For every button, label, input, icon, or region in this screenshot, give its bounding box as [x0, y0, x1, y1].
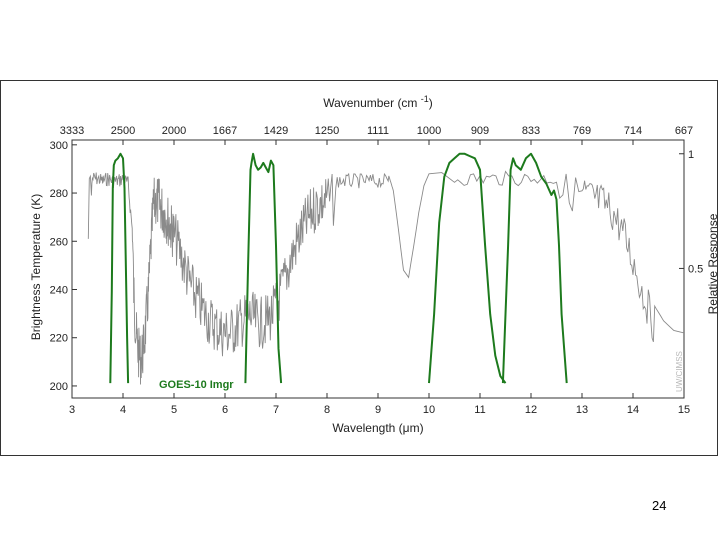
x-axis-title: Wavelength (μm) [332, 421, 423, 435]
right-axis-title: Relative Response [706, 213, 717, 314]
top-tick-label: 1111 [367, 125, 389, 137]
plot-area [71, 139, 685, 399]
y-tick-label: 280 [50, 188, 68, 200]
x-tick-label: 4 [120, 404, 126, 416]
top-tick-label: 2500 [111, 125, 135, 137]
y-axis-title: Brightness Temperature (K) [29, 194, 43, 341]
x-tick-label: 9 [375, 404, 381, 416]
x-tick-label: 15 [678, 404, 690, 416]
slide-number: 24 [652, 498, 667, 513]
x-tick-label: 6 [222, 404, 228, 416]
brightness-temperature-line [87, 170, 685, 385]
chart-frame: 3 4 5 6 7 8 9 10 11 12 13 14 15 3333 2500 2000 1667 1429 1… [0, 80, 718, 456]
x-tick-label: 13 [576, 404, 588, 416]
top-tick-label: 2000 [162, 125, 186, 137]
x-tick-label: 5 [171, 404, 177, 416]
top-tick-label: 1667 [213, 125, 237, 137]
top-axis-title-text: Wavenumber (cm [323, 96, 417, 110]
top-tick-label: 769 [573, 125, 591, 137]
top-tick-label: 1000 [417, 125, 441, 137]
x-tick-label: 8 [324, 404, 330, 416]
top-tick-label: 3333 [60, 125, 84, 137]
top-tick-label: 909 [471, 125, 489, 137]
y-tick-label: 240 [50, 284, 68, 296]
x-tick-label: 3 [69, 404, 75, 416]
top-tick-label: 714 [624, 125, 642, 137]
x-tick-label: 14 [627, 404, 639, 416]
y-tick-label: 260 [50, 236, 68, 248]
top-tick-label: 667 [675, 125, 693, 137]
top-tick-label: 833 [522, 125, 540, 137]
x-tick-label: 10 [423, 404, 435, 416]
x-tick-label: 7 [273, 404, 279, 416]
right-tick-label: 0.5 [688, 263, 703, 275]
x-tick-label: 11 [474, 404, 485, 416]
y-tick-label: 300 [50, 140, 68, 152]
response-band-2 [244, 152, 283, 384]
x-tick-label: 12 [525, 404, 537, 416]
y-tick-label: 200 [50, 381, 68, 393]
watermark: UW/CIMSS [675, 351, 684, 392]
right-tick-label: 1 [688, 149, 694, 161]
superscript: -1 [421, 94, 429, 104]
top-tick-label: 1250 [315, 125, 339, 137]
response-band-1 [109, 152, 130, 384]
response-band-3 [428, 152, 507, 384]
response-band-4 [501, 152, 568, 384]
top-tick-label: 1429 [264, 125, 288, 137]
goes-annotation: GOES-10 Imgr [159, 379, 234, 391]
y-tick-label: 220 [50, 333, 68, 345]
top-axis-title: Wavenumber (cm -1) [323, 94, 433, 110]
